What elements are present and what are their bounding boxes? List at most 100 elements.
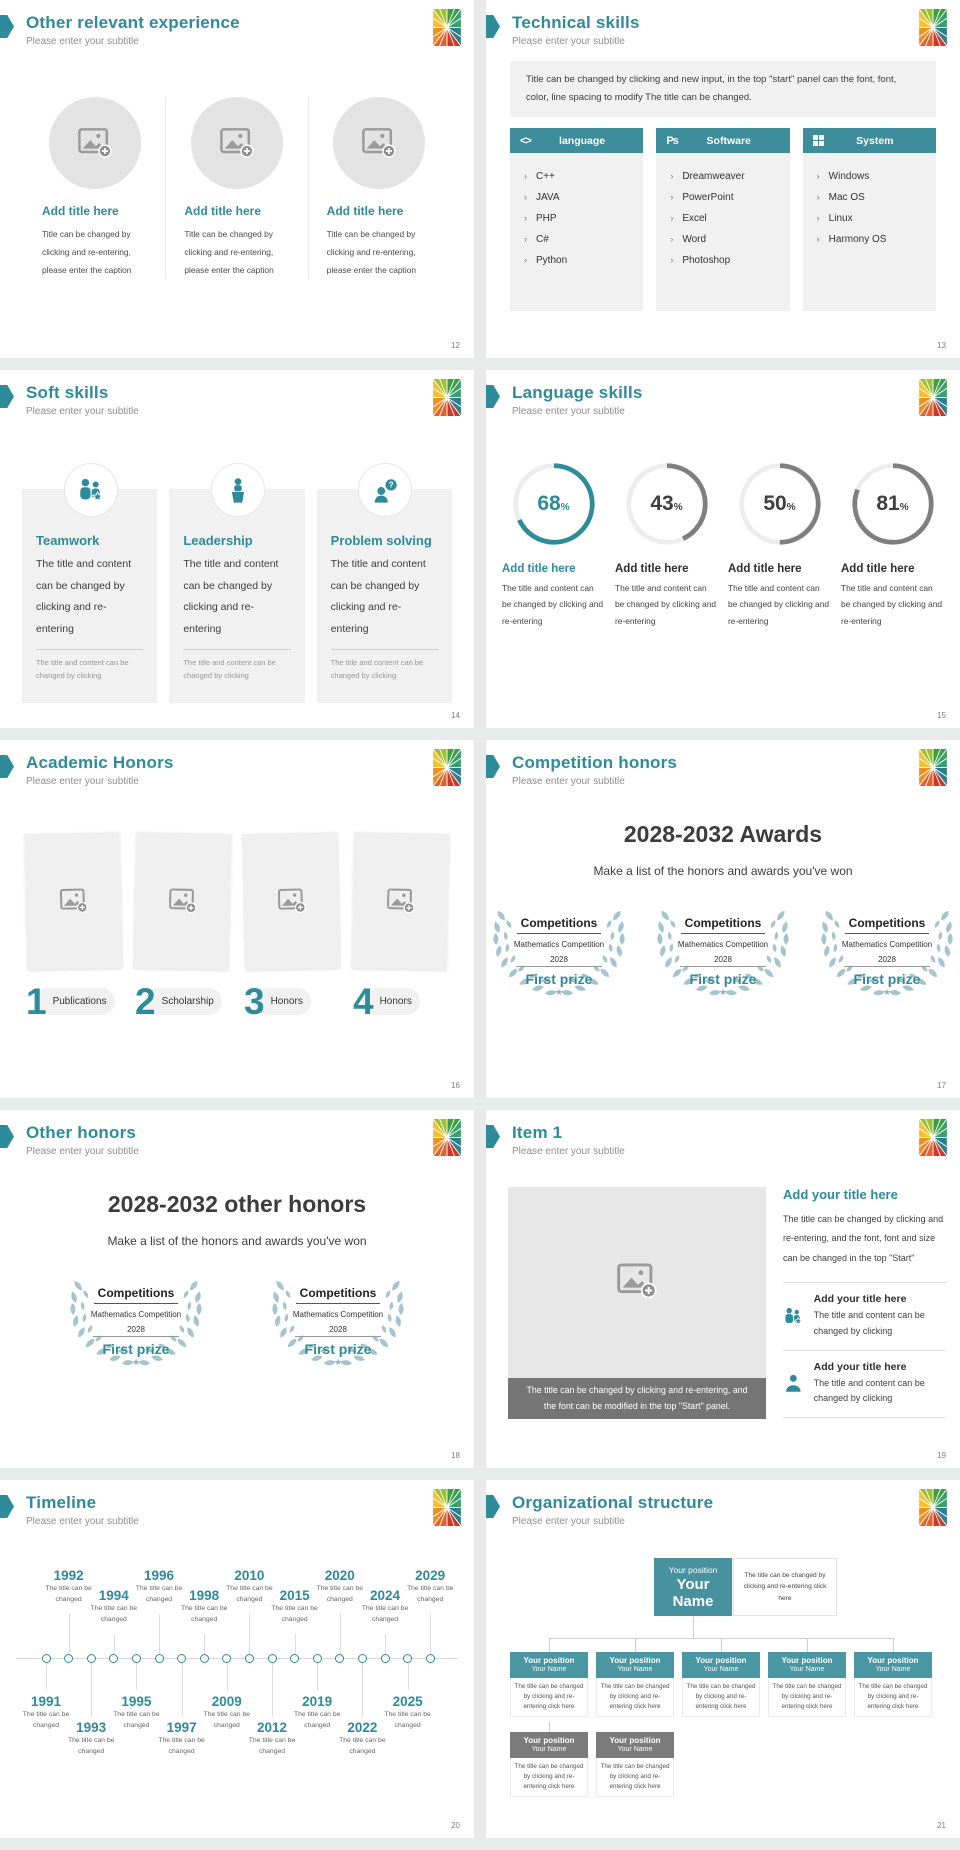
timeline-item: 2015 The title can be changed (267, 1480, 323, 1838)
wreath-year: 2028 (680, 955, 766, 967)
slide-title: Timeline (26, 1493, 97, 1512)
slide-subtitle: Please enter your subtitle (26, 1516, 139, 1527)
gauge-caption: The title and content can be changed by … (728, 583, 830, 626)
timeline-dot (154, 1654, 164, 1663)
org-node: Your position Your Name The title can be … (596, 1652, 674, 1718)
skill-column-system: System Windows Mac OS Linux Harmony OS (802, 128, 936, 312)
honor-label: Scholarship (143, 988, 222, 1016)
pinwheel-brand-logo-icon (919, 9, 947, 46)
honor-number-item: 3 Honors (244, 983, 339, 1020)
slide-subtitle: Please enter your subtitle (26, 406, 139, 417)
gauge-caption: The title and content can be changed by … (615, 583, 717, 626)
page-number: 20 (451, 1821, 460, 1830)
timeline-item: 2012 The title can be changed (244, 1480, 300, 1838)
timeline-dot (131, 1654, 141, 1663)
add-image-icon (617, 1263, 657, 1299)
timeline-item: 2029 The title can be changed (402, 1480, 458, 1838)
org-connector (807, 1638, 808, 1652)
slide-subtitle: Please enter your subtitle (26, 776, 139, 787)
slide-other-relevant-experience[interactable]: Other relevant experience Please enter y… (0, 0, 474, 358)
experience-item: Add title here Title can be changed by c… (24, 97, 165, 279)
slide-subtitle: Please enter your subtitle (512, 1516, 625, 1527)
honor-number-item: 4 Honors (353, 981, 448, 1022)
image-caption: The title can be changed by clicking and… (508, 1378, 766, 1419)
donut-chart: 43% (624, 461, 710, 547)
slide-title: Item 1 (512, 1123, 563, 1142)
item-title: Add title here (42, 204, 119, 218)
image-placeholder (48, 97, 141, 189)
wreath-year: 2028 (844, 955, 930, 967)
timeline: 1991 The title can be changed 1992 The tit… (0, 1480, 474, 1838)
pinwheel-brand-logo-icon (919, 1119, 947, 1156)
org-node: Your position Your Name The title can be … (510, 1652, 588, 1718)
org-connector (549, 1722, 550, 1732)
slide-timeline[interactable]: Timeline Please enter your subtitle 1991… (0, 1480, 474, 1838)
wreath-year: 2028 (93, 1325, 179, 1337)
title-arrow-icon (486, 1125, 500, 1148)
slide-competition-honors[interactable]: Competition honors Please enter your sub… (486, 740, 960, 1098)
list-item: Python (524, 255, 643, 266)
wreath-prize: First prize (304, 1341, 372, 1357)
award-wreath: Competitions Mathematics Competition 202… (486, 904, 632, 1006)
timeline-dot (267, 1654, 277, 1663)
list-item: C# (524, 234, 643, 245)
timeline-item: 1997 The title can be changed (154, 1480, 210, 1838)
wreath-prize: First prize (102, 1341, 170, 1357)
slide-academic-honors[interactable]: Academic Honors Please enter your subtit… (0, 740, 474, 1098)
timeline-dot (222, 1654, 232, 1663)
add-image-icon (220, 128, 254, 159)
person-icon (786, 1375, 801, 1393)
experience-item: Add title here Title can be changed by c… (165, 97, 309, 280)
org-connector (549, 1638, 550, 1652)
pinwheel-brand-logo-icon (433, 379, 461, 416)
image-placeholder: The title can be changed by clicking and… (508, 1187, 766, 1419)
timeline-item: 2009 The title can be changed (199, 1480, 255, 1838)
slide-organizational-structure[interactable]: Organizational structure Please enter yo… (486, 1480, 960, 1838)
big-number: 4 (353, 981, 374, 1022)
slide-technical-skills[interactable]: Technical skills Please enter your subti… (486, 0, 960, 358)
photoshop-icon: Ps (666, 134, 679, 147)
title-arrow-icon (0, 1495, 14, 1518)
slide-subtitle: Please enter your subtitle (512, 1146, 625, 1157)
wreath-title: Competitions (93, 1286, 179, 1304)
photo-placeholder (351, 832, 450, 970)
timeline-dot (244, 1654, 254, 1663)
gauge-item: 81% Add title here The title and content… (841, 461, 944, 629)
org-chart: Your position Your Name The title can be… (486, 1480, 960, 1838)
image-placeholder (333, 97, 426, 189)
title-arrow-icon (486, 385, 500, 408)
timeline-dot (64, 1654, 74, 1663)
list-item: JAVA (524, 192, 643, 203)
code-icon: <> (520, 134, 532, 147)
slide-title: Competition honors (512, 753, 678, 772)
page-number: 21 (937, 1821, 946, 1830)
list-item: Windows (817, 171, 936, 182)
org-node: Your position Your Name The title can be … (510, 1732, 588, 1798)
page-number: 15 (937, 711, 946, 720)
gauge-title: Add title here (502, 563, 576, 575)
slide-language-skills[interactable]: Language skills Please enter your subtit… (486, 370, 960, 728)
list-item: Linux (817, 213, 936, 224)
pinwheel-brand-logo-icon (433, 9, 461, 46)
slide-subtitle: Please enter your subtitle (512, 776, 625, 787)
timeline-dot (199, 1654, 209, 1663)
card-heading: Teamwork (36, 533, 100, 548)
column-header: language (559, 134, 606, 147)
slide-title: Other honors (26, 1123, 137, 1142)
card-heading: Leadership (183, 533, 253, 548)
org-root-note: The title can be changed by clicking and… (733, 1558, 837, 1616)
skill-column-language: <> language C++ JAVA PHP C# Python (510, 128, 644, 312)
slide-item-1[interactable]: Item 1 Please enter your subtitle The ti… (486, 1110, 960, 1468)
card-heading: Problem solving (330, 533, 432, 548)
timeline-dot (357, 1654, 367, 1663)
timeline-item: 1995 The title can be changed (108, 1480, 164, 1838)
slide-other-honors[interactable]: Other honors Please enter your subtitle … (0, 1110, 474, 1468)
gauge-value: 50 (763, 492, 787, 515)
slide-soft-skills[interactable]: Soft skills Please enter your subtitle T… (0, 370, 474, 728)
timeline-item: 2010 The title can be changed (221, 1480, 277, 1838)
feature-row: Add your title here The title and conten… (783, 1283, 946, 1351)
gauge-item: 50% Add title here The title and content… (728, 461, 831, 629)
gauge-value: 68 (537, 492, 561, 515)
title-arrow-icon (0, 385, 14, 408)
